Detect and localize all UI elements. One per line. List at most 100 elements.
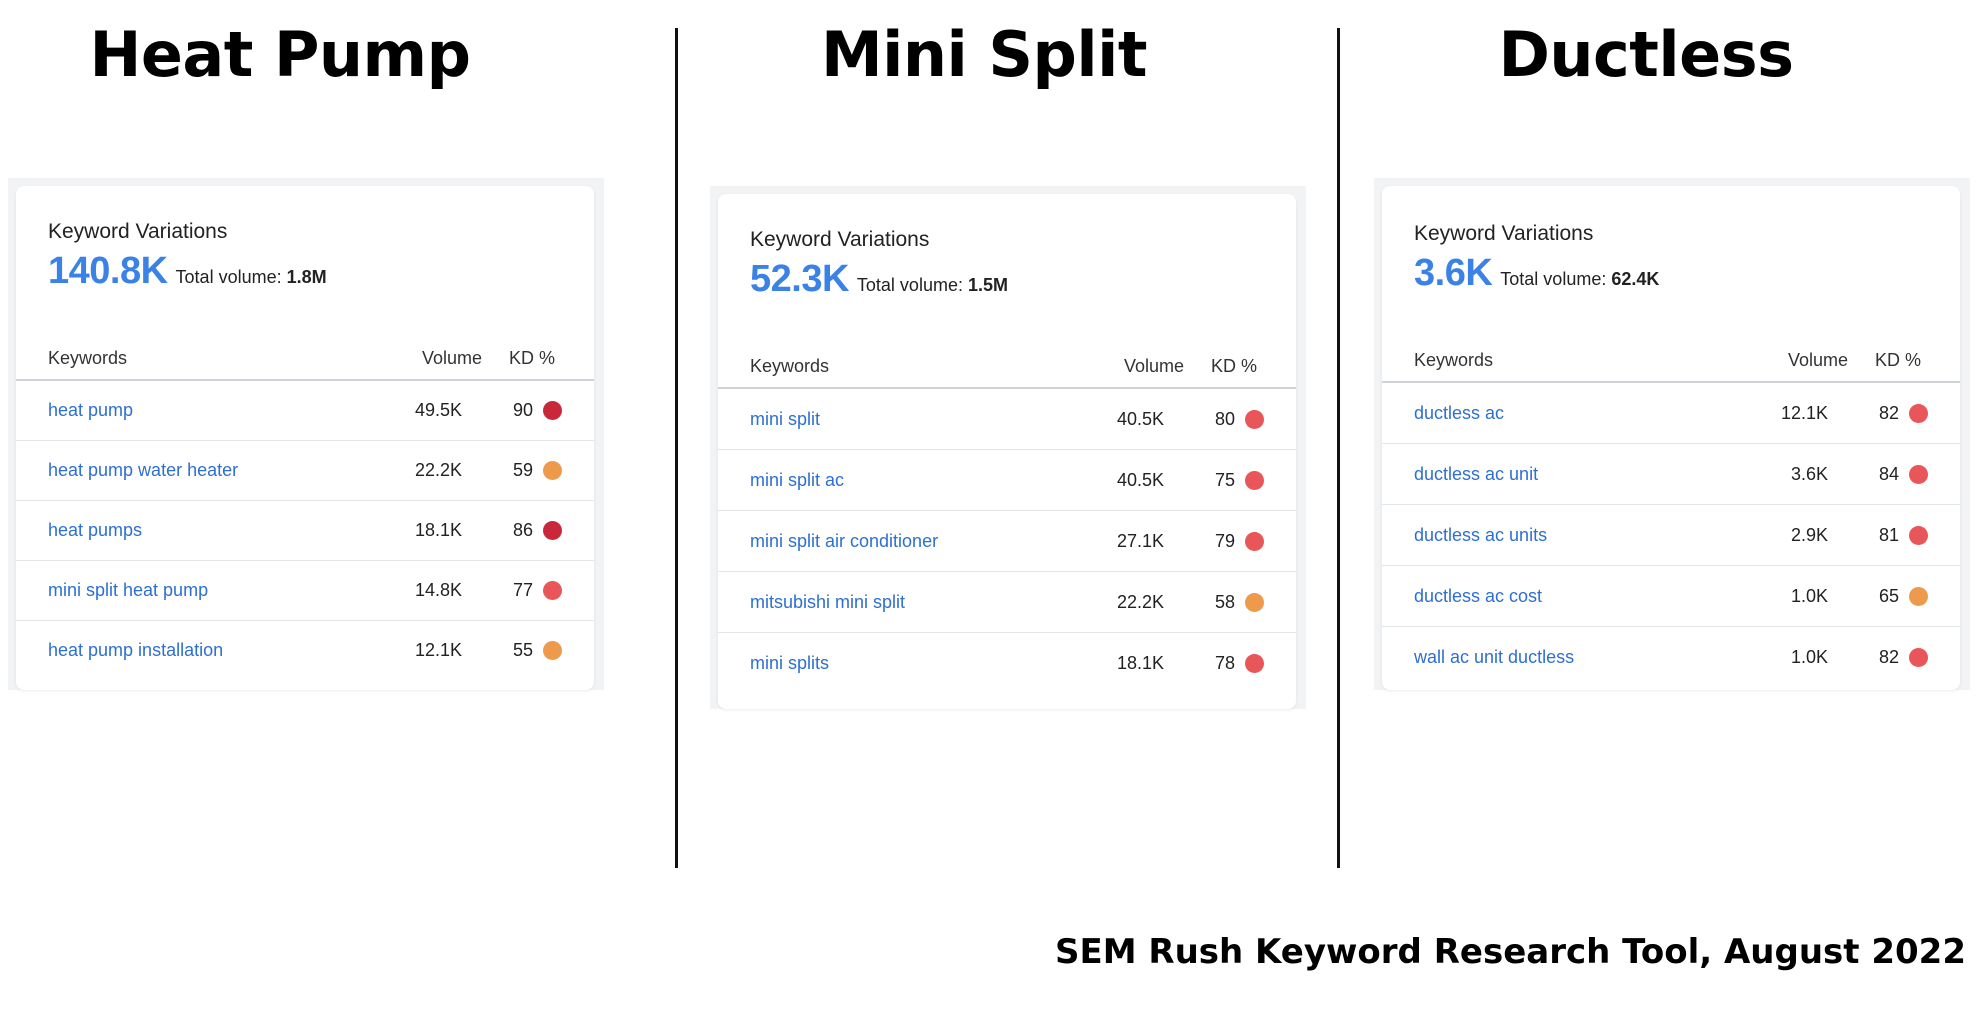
kd-value: 90	[512, 400, 533, 420]
kd-cell: 58	[1164, 592, 1296, 613]
keyword-link[interactable]: mini splits	[750, 652, 830, 673]
keyword-link[interactable]: ductless ac	[1414, 402, 1505, 423]
header-kd: KD %	[508, 347, 555, 368]
kd-cell: 59	[462, 460, 594, 481]
volume-value: 22.2K	[414, 460, 462, 480]
kd-value: 78	[1214, 652, 1235, 673]
kd-cell: 78	[1164, 653, 1296, 674]
kd-cell: 79	[1164, 531, 1296, 552]
kd-indicator-icon	[1909, 403, 1928, 423]
table-row: mini split heat pump 14.8K 77	[16, 561, 594, 621]
kd-value: 77	[512, 580, 533, 600]
keyword-link[interactable]: heat pump	[48, 400, 134, 420]
header-volume: Volume	[421, 347, 482, 368]
volume-value: 49.5K	[414, 400, 462, 420]
volume-value: 22.2K	[1116, 591, 1164, 612]
keyword-link[interactable]: ductless ac units	[1414, 524, 1548, 545]
volume-value: 1.0K	[1790, 585, 1828, 606]
kd-indicator-icon	[543, 641, 562, 660]
kd-cell: 81	[1828, 525, 1960, 546]
keyword-link[interactable]: ductless ac cost	[1414, 585, 1543, 606]
column-title-heat-pump: Heat Pump	[89, 18, 471, 91]
volume-value: 27.1K	[1116, 530, 1164, 551]
kd-cell: 75	[1164, 470, 1296, 491]
keyword-card-heat-pump: Keyword Variations 140.8K Total volume: …	[8, 178, 604, 690]
keyword-link[interactable]: heat pump installation	[48, 640, 224, 660]
table-row: heat pump 49.5K 90	[16, 381, 594, 441]
kd-cell: 86	[462, 520, 594, 541]
kd-cell: 65	[1828, 586, 1960, 607]
keyword-link[interactable]: mini split heat pump	[48, 580, 209, 600]
kd-value: 58	[1214, 591, 1235, 612]
volume-value: 40.5K	[1116, 469, 1164, 490]
kd-cell: 80	[1164, 409, 1296, 430]
volume-value: 40.5K	[1116, 408, 1164, 429]
kd-indicator-icon	[543, 521, 562, 540]
keyword-table-body: mini split 40.5K 80 mini split ac 40.5K 75 m…	[718, 389, 1296, 693]
table-row: mini split 40.5K 80	[718, 389, 1296, 450]
table-row: ductless ac unit 3.6K 84	[1382, 444, 1960, 505]
header-kd: KD %	[1210, 355, 1257, 376]
kd-indicator-icon	[1909, 525, 1928, 545]
table-row: mini split ac 40.5K 75	[718, 450, 1296, 511]
kd-value: 82	[1878, 402, 1899, 423]
header-kd: KD %	[1874, 349, 1921, 370]
volume-value: 2.9K	[1790, 524, 1828, 545]
kd-indicator-icon	[1245, 531, 1264, 551]
volume-value: 18.1K	[1116, 652, 1164, 673]
keyword-link[interactable]: mini split air conditioner	[750, 530, 939, 551]
kd-cell: 77	[462, 580, 594, 601]
volume-value: 12.1K	[414, 640, 462, 660]
volume-value: 1.0K	[1790, 646, 1828, 667]
kd-value: 84	[1878, 463, 1899, 484]
keyword-table-body: heat pump 49.5K 90 heat pump water heater 2…	[16, 381, 594, 680]
table-row: wall ac unit ductless 1.0K 82	[1382, 627, 1960, 687]
header-keywords: Keywords	[1414, 349, 1494, 370]
header-keywords: Keywords	[750, 355, 830, 376]
keyword-link[interactable]: ductless ac unit	[1414, 463, 1539, 484]
keyword-link[interactable]: mini split	[750, 408, 821, 429]
keyword-variations-count: 140.8K	[48, 250, 168, 292]
volume-value: 12.1K	[1780, 402, 1828, 423]
table-header: Keywords Volume KD %	[1382, 339, 1960, 383]
kd-value: 75	[1214, 469, 1235, 490]
kd-value: 81	[1878, 524, 1899, 545]
keyword-variations-count: 52.3K	[750, 258, 849, 300]
keyword-link[interactable]: heat pumps	[48, 520, 143, 540]
kd-cell: 82	[1828, 647, 1960, 668]
kd-indicator-icon	[1245, 409, 1264, 429]
total-volume: Total volume: 1.5M	[856, 275, 1009, 295]
kd-indicator-icon	[543, 581, 562, 600]
table-header: Keywords Volume KD %	[718, 345, 1296, 389]
table-row: mitsubishi mini split 22.2K 58	[718, 572, 1296, 633]
kd-cell: 90	[462, 400, 594, 421]
table-row: heat pump water heater 22.2K 59	[16, 441, 594, 501]
kd-cell: 55	[462, 640, 594, 661]
keyword-variations-label: Keyword Variations	[750, 228, 930, 251]
keyword-link[interactable]: wall ac unit ductless	[1414, 646, 1575, 667]
volume-value: 14.8K	[414, 580, 462, 600]
column-title-ductless: Ductless	[1498, 18, 1794, 91]
keyword-card-ductless: Keyword Variations 3.6K Total volume: 62…	[1374, 178, 1970, 690]
kd-indicator-icon	[1245, 653, 1264, 673]
kd-indicator-icon	[543, 461, 562, 480]
kd-value: 86	[512, 520, 533, 540]
table-row: heat pumps 18.1K 86	[16, 501, 594, 561]
kd-cell: 84	[1828, 464, 1960, 485]
table-header: Keywords Volume KD %	[16, 337, 594, 381]
kd-indicator-icon	[1245, 592, 1264, 612]
kd-indicator-icon	[1909, 647, 1928, 667]
table-row: mini split air conditioner 27.1K 79	[718, 511, 1296, 572]
table-row: heat pump installation 12.1K 55	[16, 621, 594, 680]
table-row: mini splits 18.1K 78	[718, 633, 1296, 693]
kd-indicator-icon	[1909, 586, 1928, 606]
header-volume: Volume	[1123, 355, 1184, 376]
keyword-table-body: ductless ac 12.1K 82 ductless ac unit 3.6K 8…	[1382, 383, 1960, 687]
keyword-link[interactable]: mitsubishi mini split	[750, 591, 906, 612]
keyword-link[interactable]: mini split ac	[750, 469, 845, 490]
volume-value: 3.6K	[1790, 463, 1828, 484]
keyword-variations-label: Keyword Variations	[1414, 222, 1594, 245]
keyword-link[interactable]: heat pump water heater	[48, 460, 239, 480]
kd-value: 55	[512, 640, 533, 660]
total-volume: Total volume: 62.4K	[1500, 269, 1660, 289]
